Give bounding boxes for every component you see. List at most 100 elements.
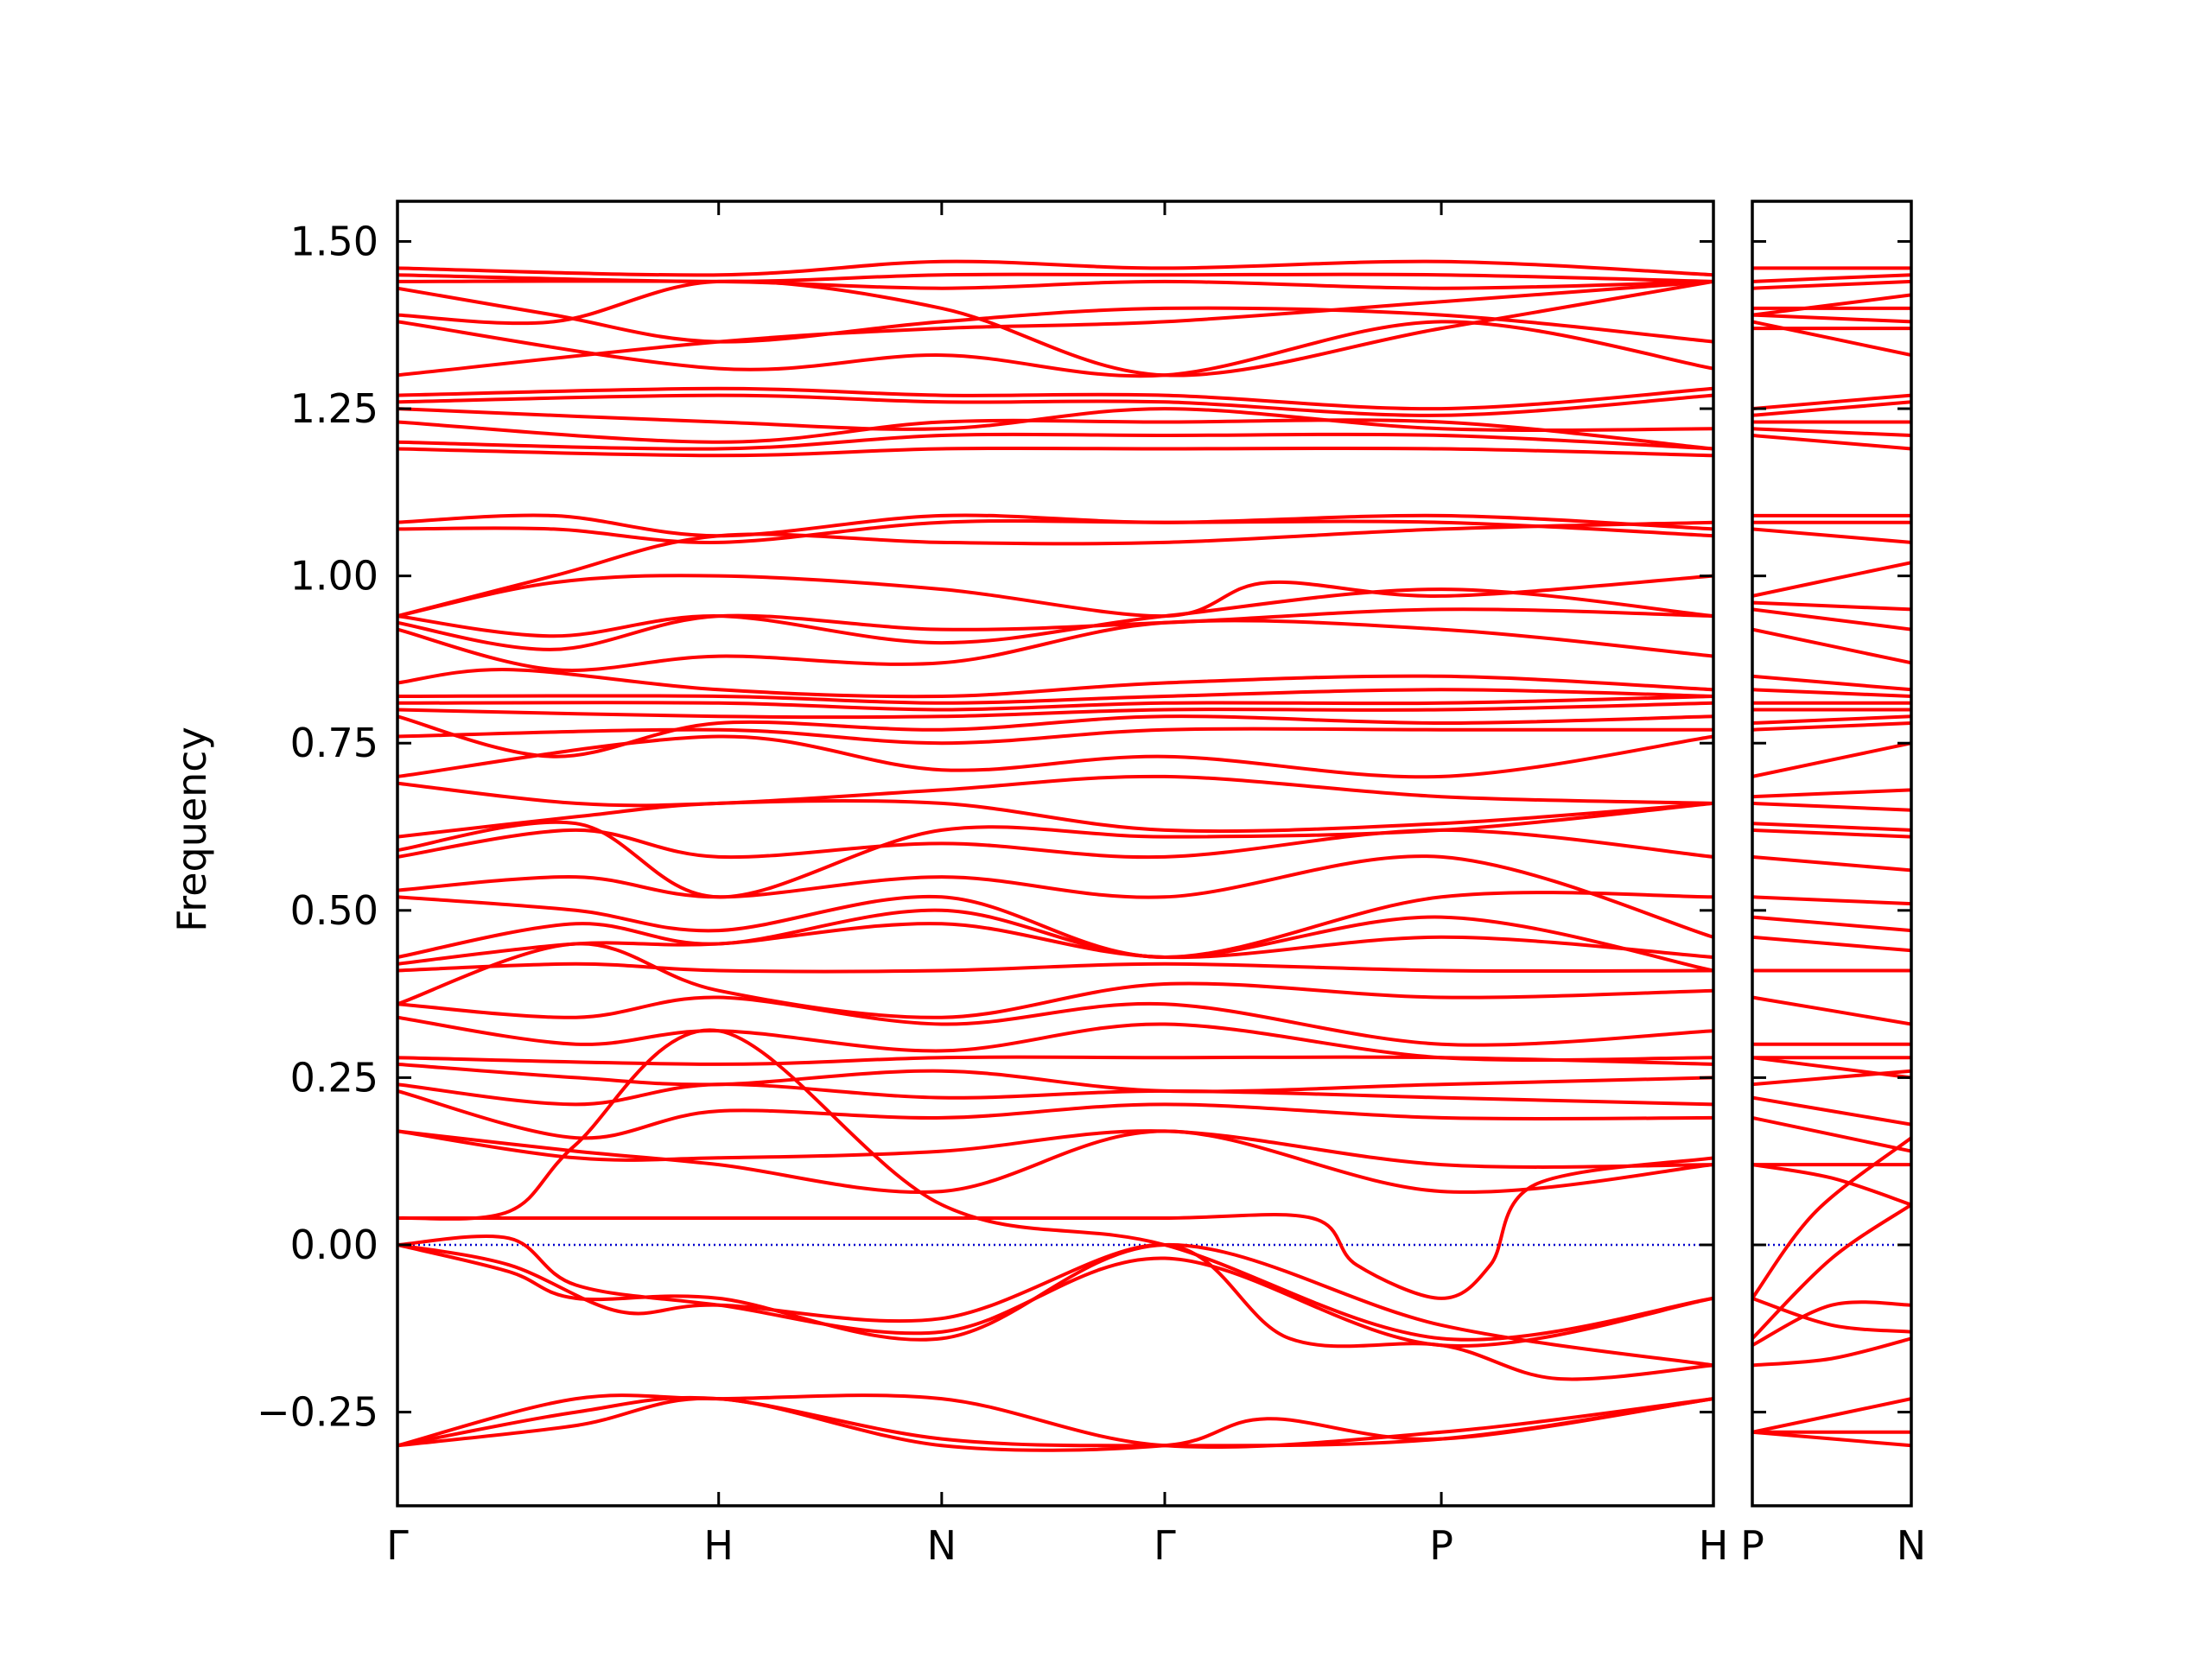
band-line-20	[1752, 674, 1911, 692]
band-line-32	[1752, 895, 1911, 906]
band-line-37	[397, 995, 1713, 1047]
band-line-42	[1752, 1115, 1911, 1153]
band-line-40	[397, 1062, 1713, 1094]
band-line-50	[397, 1393, 1713, 1450]
band-line-38	[397, 1015, 1713, 1063]
band-line-45	[397, 1028, 1713, 1342]
band-lines	[397, 259, 1713, 1452]
band-line-30	[397, 828, 1713, 860]
band-line-1	[1752, 273, 1911, 283]
band-line-7	[397, 386, 1713, 411]
band-line-21	[1752, 688, 1911, 698]
band-line-41	[397, 1082, 1713, 1107]
band-line-0	[397, 259, 1713, 277]
band-line-25	[397, 727, 1713, 746]
y-tick-label: 1.50	[290, 218, 378, 264]
band-line-25	[1752, 721, 1911, 732]
x-tick-label: H	[1699, 1522, 1729, 1569]
y-tick-label: −0.25	[257, 1389, 378, 1436]
band-line-39	[397, 1055, 1713, 1066]
band-line-35	[397, 962, 1713, 974]
band-line-48	[397, 1242, 1713, 1368]
band-line-24	[397, 714, 1713, 759]
band-line-32	[397, 891, 1713, 959]
x-tick-label: P	[1429, 1522, 1453, 1569]
band-line-16	[397, 574, 1713, 619]
band-line-5	[397, 320, 1713, 378]
band-line-26	[1752, 741, 1911, 778]
band-line-36	[397, 942, 1713, 1019]
x-tick-label: Γ	[386, 1522, 409, 1569]
band-line-40	[1752, 1069, 1911, 1087]
x-tick-label: H	[703, 1522, 734, 1569]
x-tick-label: P	[1740, 1522, 1764, 1569]
band-line-27	[1752, 788, 1911, 799]
band-line-39	[1752, 1056, 1911, 1080]
band-line-11	[397, 432, 1713, 451]
band-line-9	[397, 407, 1713, 433]
y-tick-label: 1.00	[290, 553, 378, 600]
band-line-19	[397, 619, 1713, 672]
band-line-6	[1752, 320, 1911, 358]
band-line-8	[1752, 393, 1911, 411]
band-line-14	[397, 518, 1713, 544]
band-line-5	[1752, 313, 1911, 324]
band-line-21	[397, 688, 1713, 705]
band-line-49	[1752, 1336, 1911, 1368]
band-line-43	[397, 1129, 1713, 1169]
band-line-18	[1752, 607, 1911, 632]
band-line-50	[1752, 1397, 1911, 1434]
band-line-4	[397, 279, 1713, 378]
band-line-10	[397, 418, 1713, 451]
band-line-20	[397, 668, 1713, 699]
x-tick-label: Γ	[1154, 1522, 1176, 1569]
y-tick-label: 0.25	[290, 1054, 378, 1101]
band-line-44	[397, 1129, 1713, 1194]
band-line-46	[397, 1156, 1713, 1300]
band-line-3	[1752, 293, 1911, 317]
y-tick-label: 0.75	[290, 720, 378, 766]
band-line-23	[397, 701, 1713, 720]
band-line-28	[1752, 801, 1911, 812]
band-line-30	[1752, 828, 1911, 839]
band-line-9	[1752, 400, 1911, 417]
band-line-45	[1752, 1136, 1911, 1300]
band-line-11	[1752, 427, 1911, 437]
band-line-27	[397, 774, 1713, 808]
y-axis-label: Frequency	[168, 727, 215, 932]
plot-frame	[1751, 200, 1913, 1507]
band-line-12	[1752, 434, 1911, 451]
band-line-52	[397, 1396, 1713, 1452]
y-tick-label: 0.00	[290, 1222, 378, 1268]
band-line-8	[397, 393, 1713, 417]
band-line-17	[397, 587, 1713, 645]
band-line-2	[397, 279, 1713, 290]
band-line-47	[397, 1235, 1713, 1348]
band-line-15	[397, 520, 1713, 619]
band-line-31	[1752, 854, 1911, 873]
band-line-46	[1752, 1203, 1911, 1341]
band-line-41	[1752, 1095, 1911, 1127]
x-tick-label: N	[1897, 1522, 1926, 1569]
band-line-34	[1752, 935, 1911, 953]
band-line-47	[1752, 1300, 1911, 1348]
band-line-31	[397, 854, 1713, 939]
x-tick-label: N	[927, 1522, 957, 1569]
band-line-44	[1752, 1163, 1911, 1207]
band-line-6	[397, 279, 1713, 378]
band-line-15	[1752, 527, 1911, 544]
band-lines	[1752, 266, 1911, 1448]
band-line-2	[1752, 279, 1911, 290]
band-line-49	[397, 1242, 1713, 1381]
band-line-29	[1752, 822, 1911, 832]
y-tick-label: 1.25	[290, 385, 378, 432]
band-line-19	[1752, 627, 1911, 665]
band-line-26	[397, 734, 1713, 779]
band-line-22	[397, 695, 1713, 712]
band-line-36	[1752, 995, 1911, 1026]
band-line-33	[1752, 915, 1911, 933]
band-line-24	[1752, 714, 1911, 725]
